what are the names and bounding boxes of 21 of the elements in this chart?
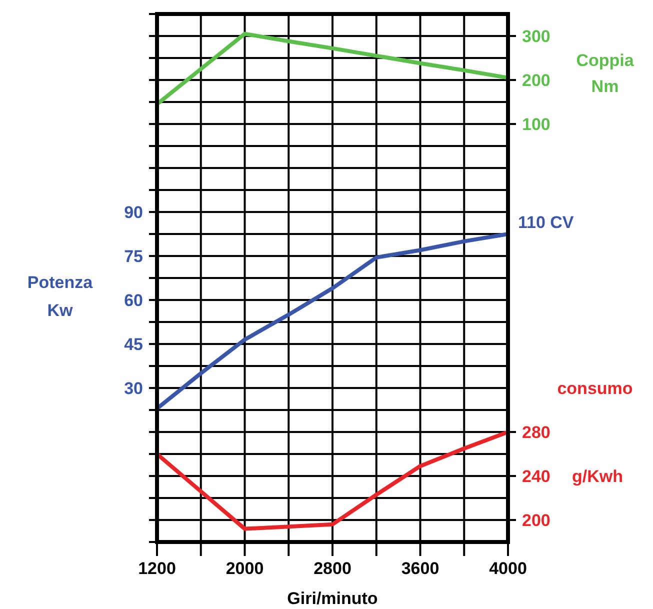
x-tick-label: 3600	[401, 559, 440, 578]
y2-tick-label: 300	[522, 26, 550, 46]
y2-tick-label: 200	[522, 70, 550, 90]
y3-tick-label: 240	[522, 466, 550, 486]
x-tick-label: 2000	[226, 559, 264, 578]
y2-axis-title: Coppia Nm	[576, 51, 634, 96]
x-tick-label: 1200	[138, 559, 176, 578]
y-tick-label: 75	[124, 246, 143, 266]
text: consumo g/Kwh	[557, 379, 633, 486]
y3-tick-label: 280	[522, 422, 550, 442]
y-tick-label: 30	[124, 378, 143, 398]
annotation: 110 CV	[518, 213, 574, 232]
x-tick-label: 4000	[489, 559, 527, 578]
y-tick-label: 90	[124, 202, 143, 222]
y2-tick-label: 100	[522, 114, 550, 134]
y-axis-title: Potenza Kw	[27, 273, 94, 320]
y-tick-label: 45	[124, 334, 143, 354]
y3-tick-label: 200	[522, 510, 550, 530]
x-axis-title: Giri/minuto	[287, 589, 378, 608]
x-tick-label: 2800	[314, 559, 352, 578]
y-tick-label: 60	[124, 290, 143, 310]
